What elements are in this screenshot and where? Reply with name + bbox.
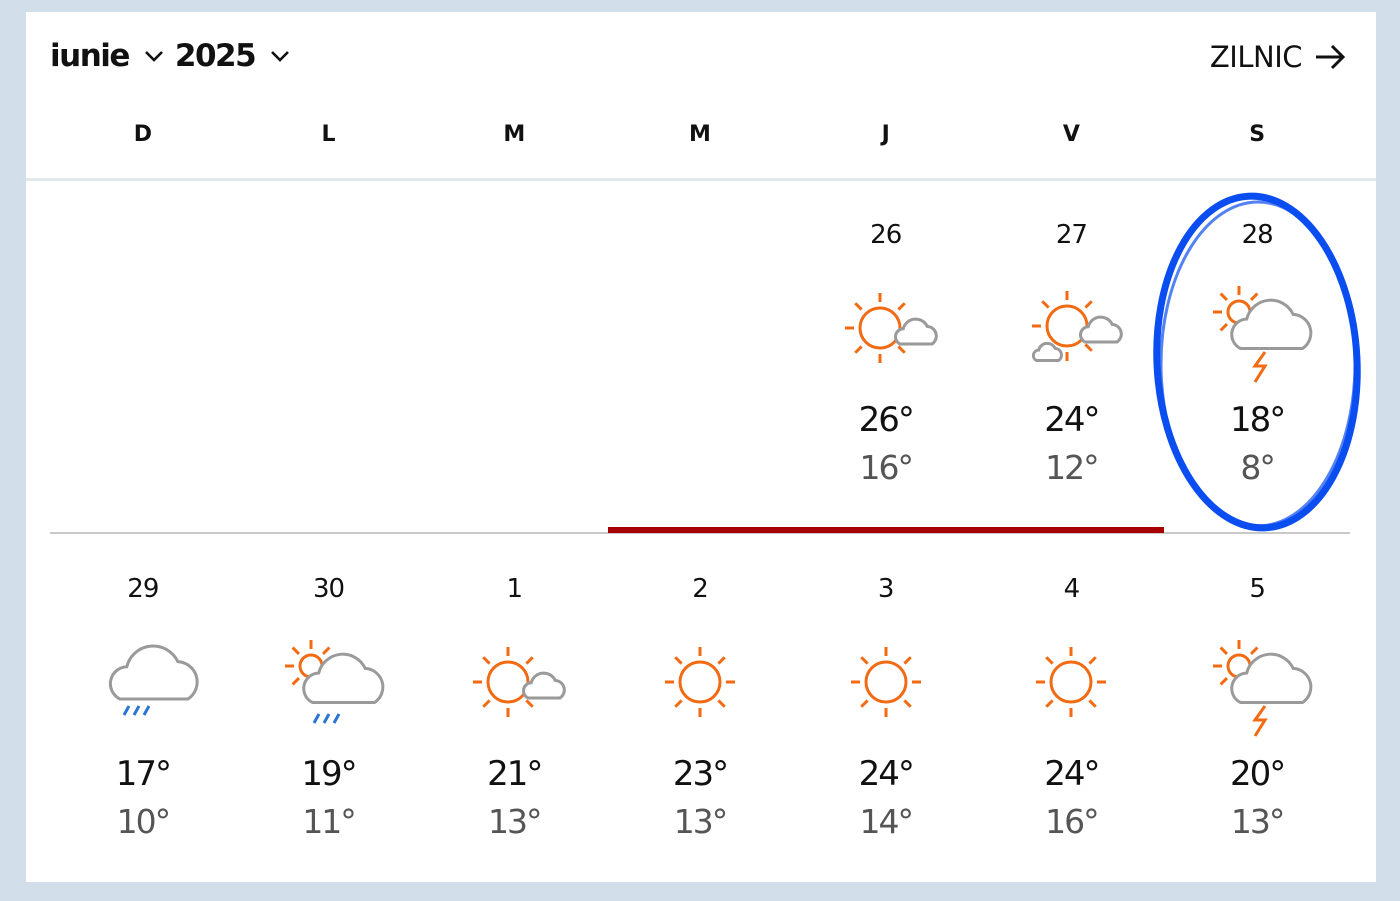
- day-number: 2: [692, 574, 709, 604]
- weekday-label: V: [1062, 122, 1080, 147]
- high-temperature: 19°: [301, 754, 357, 794]
- high-temperature: 24°: [1044, 400, 1100, 440]
- sun-cloud-storm-icon: [1213, 640, 1313, 737]
- high-temperature: 20°: [1230, 754, 1286, 794]
- sun-cloud-rain-icon: [284, 640, 384, 724]
- day-number: 5: [1249, 574, 1266, 604]
- sun-icon: [664, 647, 735, 717]
- current-week-indicator: [608, 527, 1164, 533]
- day-cell[interactable]: 28 18° 8°: [1164, 220, 1350, 520]
- low-temperature: 14°: [859, 802, 913, 841]
- daily-view-link[interactable]: ZILNIC: [1210, 40, 1346, 74]
- low-temperature: 13°: [1230, 802, 1285, 841]
- weekday-label: S: [1249, 122, 1266, 147]
- empty-day-cell: [607, 220, 793, 520]
- day-number: 1: [506, 574, 524, 604]
- empty-day-cell: [421, 220, 607, 520]
- high-temperature: 26°: [858, 400, 915, 440]
- daily-label: ZILNIC: [1209, 40, 1303, 74]
- day-cell[interactable]: 3 24° 14°: [793, 574, 979, 874]
- low-temperature: 13°: [673, 802, 728, 841]
- header-divider: [26, 178, 1376, 181]
- day-number: 27: [1055, 220, 1088, 250]
- high-temperature: 23°: [672, 754, 729, 794]
- day-cell[interactable]: 4 24° 16°: [979, 574, 1165, 874]
- day-cell[interactable]: 1 21° 13°: [421, 574, 607, 874]
- day-number: 28: [1241, 220, 1274, 250]
- year-select[interactable]: 2025: [174, 38, 257, 74]
- sun-icon: [850, 647, 921, 717]
- empty-day-cell: [50, 220, 236, 520]
- chevron-down-icon[interactable]: [269, 45, 291, 67]
- low-temperature: 12°: [1045, 448, 1099, 487]
- day-number: 4: [1063, 574, 1081, 604]
- low-temperature: 16°: [859, 448, 913, 487]
- sun-cloud-icon: [473, 647, 567, 717]
- high-temperature: 18°: [1230, 400, 1286, 440]
- day-cell[interactable]: 30 19° 11°: [236, 574, 422, 874]
- sun-clouds-icon: [1032, 291, 1124, 363]
- high-temperature: 17°: [115, 754, 172, 794]
- low-temperature: 13°: [488, 802, 542, 841]
- day-cell[interactable]: 26 26° 16°: [793, 220, 979, 520]
- day-cell[interactable]: 27 24° 12°: [979, 220, 1165, 520]
- week-row: 26 26° 16° 27 24° 12° 28 18° 8°: [50, 220, 1350, 520]
- high-temperature: 24°: [1044, 754, 1100, 794]
- low-temperature: 10°: [116, 802, 171, 841]
- day-cell[interactable]: 2 23° 13°: [607, 574, 793, 874]
- weekday-label: M: [503, 122, 526, 147]
- sun-icon: [1036, 647, 1107, 717]
- weekday-label: M: [689, 122, 711, 147]
- day-number: 30: [313, 574, 345, 604]
- day-cell[interactable]: 5 20° 13°: [1164, 574, 1350, 874]
- weekday-label: L: [321, 122, 336, 147]
- sun-cloud-icon: [844, 293, 938, 363]
- day-number: 26: [870, 220, 902, 250]
- empty-day-cell: [236, 220, 422, 520]
- high-temperature: 24°: [858, 754, 915, 794]
- day-number: 29: [127, 574, 159, 604]
- cloud-rain-icon: [108, 644, 199, 716]
- arrow-right-icon: [1316, 44, 1346, 70]
- weekday-label: D: [133, 122, 152, 147]
- low-temperature: 16°: [1045, 802, 1099, 841]
- weekday-label: J: [881, 122, 890, 147]
- low-temperature: 11°: [302, 802, 356, 841]
- month-select[interactable]: iunie: [50, 38, 130, 74]
- day-number: 3: [877, 574, 895, 604]
- day-cell[interactable]: 29 17° 10°: [50, 574, 236, 874]
- chevron-down-icon[interactable]: [143, 45, 165, 67]
- week-separator: [50, 532, 1350, 534]
- high-temperature: 21°: [487, 754, 543, 794]
- month-year-selector: iunie 2025: [50, 38, 301, 74]
- low-temperature: 8°: [1240, 448, 1275, 487]
- calendar-card: iunie 2025 ZILNIC D L M M J V S 26 26° 16° 27 …: [26, 12, 1376, 882]
- week-row: 29 17° 10° 30 19° 11° 1 21° 13° 2 23° 13…: [50, 574, 1350, 874]
- sun-cloud-storm-icon: [1213, 286, 1313, 383]
